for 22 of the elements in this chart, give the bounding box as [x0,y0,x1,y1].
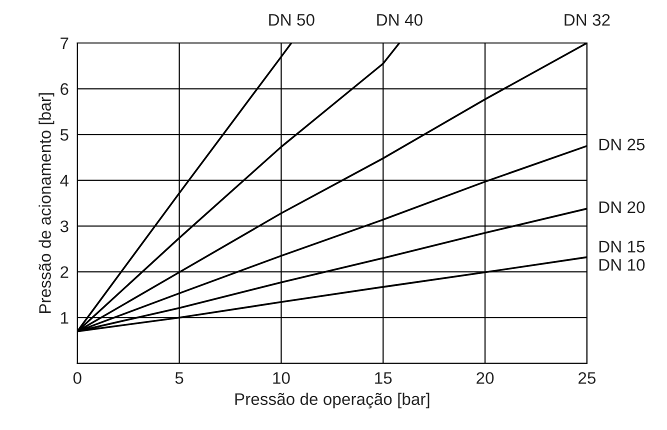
y-tick-label: 5 [60,129,68,141]
series-label: DN 50 [269,14,314,26]
x-tick-label: 20 [476,372,494,384]
x-tick-label: 10 [273,372,290,384]
series-label: DN 15 [599,240,645,252]
y-tick-label: 2 [60,266,68,278]
y-tick-label: 1 [61,312,68,324]
series-label: DN 32 [564,14,610,26]
x-tick-label: 0 [73,372,82,384]
series-label: DN 40 [377,14,422,26]
y-tick-label: 6 [60,83,68,95]
series-label: DN 25 [599,138,645,150]
annotation: DN 10 [599,259,645,271]
y-tick-label: 7 [60,38,68,50]
series-label: DN 20 [599,201,645,214]
x-tick-label: 15 [375,372,392,384]
y-tick-label: 4 [60,174,69,186]
x-axis-title: Pressão de operação [bar] [235,392,430,408]
x-tick-label: 25 [578,372,596,384]
y-tick-label: 3 [60,220,68,232]
x-tick-label: 5 [175,372,184,384]
y-axis-title: Pressão de acionamento [bar] [38,93,54,313]
